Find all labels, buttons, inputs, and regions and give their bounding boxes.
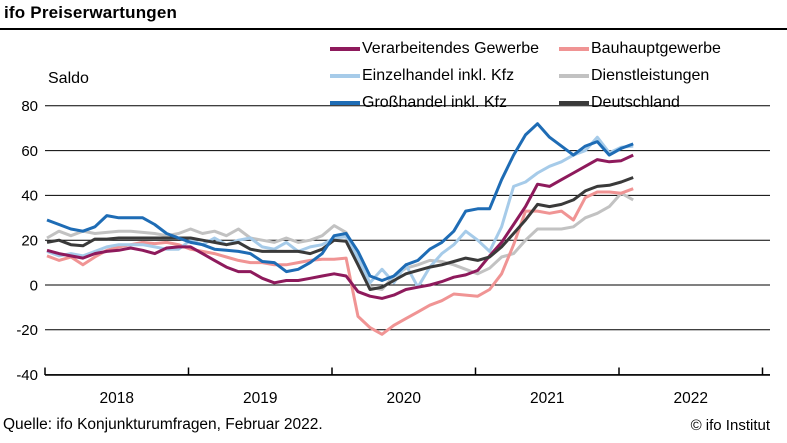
legend-label: Dienstleistungen <box>591 66 710 84</box>
page-title: ifo Preiserwartungen <box>4 3 178 22</box>
y-tick-label: 80 <box>21 98 38 115</box>
copyright-note: © ifo Institut <box>690 417 770 434</box>
legend-line-swatch <box>559 100 589 105</box>
series-line-einzelhandel-inkl-kfz <box>46 135 634 289</box>
y-tick-label: -40 <box>16 367 38 384</box>
x-tick-label: 2019 <box>243 390 277 407</box>
y-tick-label: 60 <box>21 143 38 160</box>
series-line-verarbeitendes-gewerbe <box>46 153 634 300</box>
legend-line-swatch <box>330 73 360 78</box>
legend-item: Verarbeitendes Gewerbe <box>330 35 559 62</box>
y-tick-label: 20 <box>21 232 38 249</box>
y-tick-label: 40 <box>21 188 38 205</box>
legend-label: Einzelhandel inkl. Kfz <box>362 66 515 84</box>
legend-line-swatch <box>559 46 589 51</box>
legend-label: Verarbeitendes Gewerbe <box>362 39 539 57</box>
series-line-deutschland <box>46 176 634 291</box>
series-line-gro-handel-inkl-kfz <box>46 122 634 282</box>
source-note: Quelle: ifo Konjunkturumfragen, Februar … <box>3 416 323 433</box>
legend-label: Bauhauptgewerbe <box>591 39 721 57</box>
x-tick-label: 2020 <box>387 390 422 407</box>
x-tick-label: 2021 <box>530 390 564 407</box>
y-tick-label: -20 <box>16 322 38 339</box>
legend-item: Dienstleistungen <box>559 62 721 89</box>
y-tick-label: 0 <box>30 277 38 294</box>
series-line-dienstleistungen <box>46 191 634 291</box>
series-line-bauhauptgewerbe <box>46 187 634 336</box>
y-axis-unit-label: Saldo <box>48 70 89 87</box>
x-tick-label: 2022 <box>674 390 708 407</box>
legend-item: Bauhauptgewerbe <box>559 35 721 62</box>
legend-line-swatch <box>330 46 360 51</box>
legend-item: Einzelhandel inkl. Kfz <box>330 62 559 89</box>
legend-line-swatch <box>559 73 589 78</box>
x-tick-label: 2018 <box>100 390 134 407</box>
legend-line-swatch <box>330 100 360 105</box>
header-rule <box>0 28 787 30</box>
